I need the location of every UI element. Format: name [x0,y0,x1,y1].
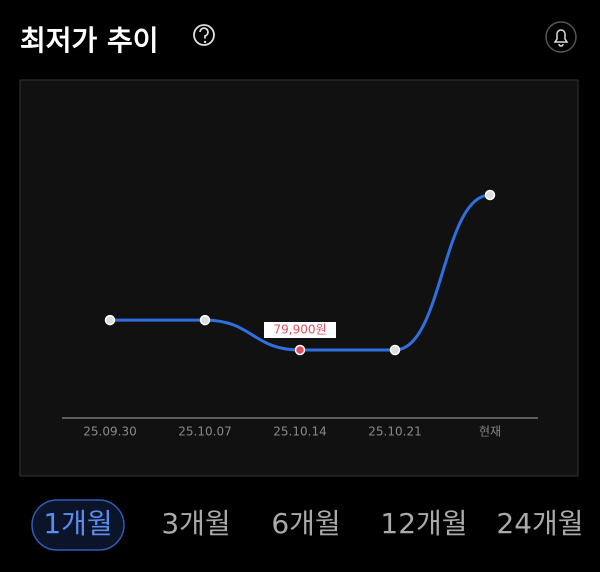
x-tick-label: 25.10.14 [273,425,326,439]
title: 최저가 추이 [20,24,159,57]
point [104,314,116,326]
alarm-button[interactable] [545,21,577,53]
x-tick-label: 현재 [479,425,501,439]
value-label-box [264,322,336,338]
value-label: 79,900원 [273,323,326,337]
period-tab[interactable]: 1개월 [43,507,112,540]
period-tab[interactable]: 12개월 [380,507,467,540]
point [484,189,496,201]
x-tick-label: 25.10.07 [178,425,231,439]
period-tab[interactable]: 3개월 [161,507,230,540]
chart-area [19,79,579,477]
x-tick-label: 25.10.21 [368,425,421,439]
active-tab-pill [31,499,125,551]
plot: 25.09.30 25.10.07 25.10.14 25.10.21 현재 79,900… [83,189,501,439]
period-tabs: 1개월 3개월 6개월 12개월 24개월 [31,499,584,551]
point [389,344,401,356]
help-icon[interactable] [193,24,215,46]
period-tab[interactable]: 24개월 [496,507,583,540]
lowest-point [294,344,306,356]
x-tick-label: 25.09.30 [83,425,136,439]
point [199,314,211,326]
price-line [109,193,491,352]
period-tab[interactable]: 6개월 [271,507,340,540]
